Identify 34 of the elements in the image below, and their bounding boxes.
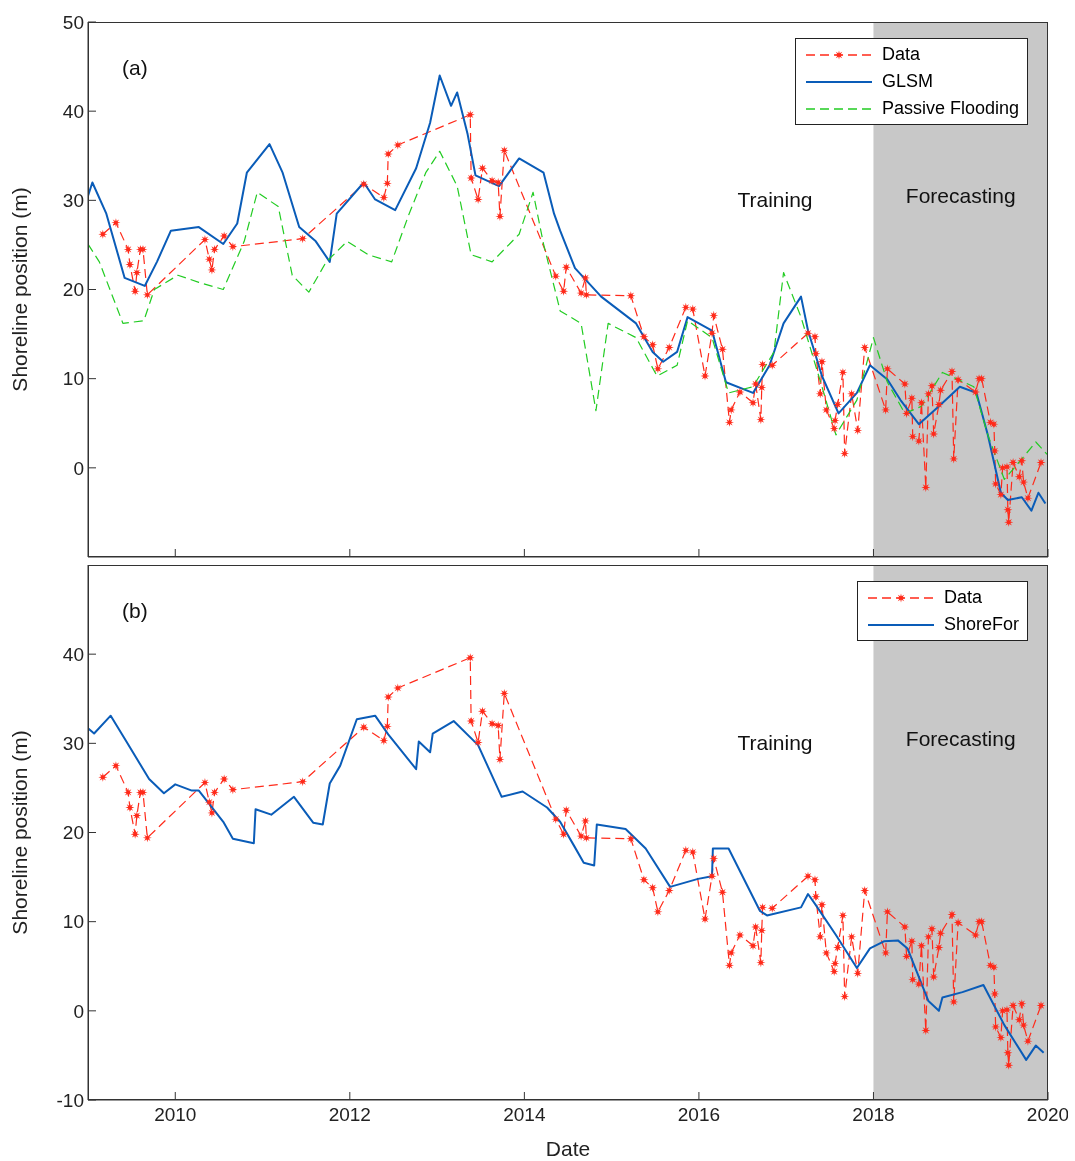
line-series	[88, 714, 1045, 1061]
y-tick-label: 40	[62, 100, 84, 122]
legend-label: Data	[881, 44, 920, 65]
x-tick-label: 2010	[154, 1104, 197, 1126]
line-series	[88, 150, 1048, 481]
annotation: Training	[737, 188, 813, 212]
legend-label: Passive Flooding	[881, 98, 1019, 119]
x-tick-label: 2016	[677, 1104, 721, 1126]
y-axis-title: Shoreline position (m)	[8, 187, 32, 392]
x-axis-title: Date	[545, 1137, 591, 1160]
legend-label: GLSM	[881, 71, 933, 92]
y-tick-label: 50	[62, 11, 84, 33]
x-tick-label: 2020	[1026, 1104, 1070, 1126]
band-label: Forecasting	[905, 183, 1016, 207]
annotation: (a)	[122, 56, 148, 80]
y-tick-label: 10	[62, 911, 84, 933]
y-tick-label: 20	[62, 822, 84, 844]
y-tick-label: 0	[73, 457, 84, 479]
y-tick-label: 20	[62, 279, 84, 301]
y-tick-label: 30	[62, 733, 84, 755]
band-label: Forecasting	[905, 726, 1016, 750]
annotation: (b)	[122, 599, 148, 623]
y-tick-label: 10	[62, 368, 84, 390]
y-axis-title: Shoreline position (m)	[8, 730, 32, 935]
y-tick-label: 40	[62, 643, 84, 665]
x-tick-label: 2014	[503, 1104, 546, 1126]
annotation: Training	[737, 731, 813, 755]
y-tick-label: 0	[73, 1000, 84, 1022]
x-tick-label: 2012	[328, 1104, 371, 1126]
x-tick-label: 2018	[852, 1104, 895, 1126]
legend-label: ShoreFor	[943, 614, 1019, 635]
y-tick-label: -10	[56, 1089, 84, 1111]
legend-label: Data	[943, 587, 982, 608]
y-tick-label: 30	[62, 190, 84, 212]
